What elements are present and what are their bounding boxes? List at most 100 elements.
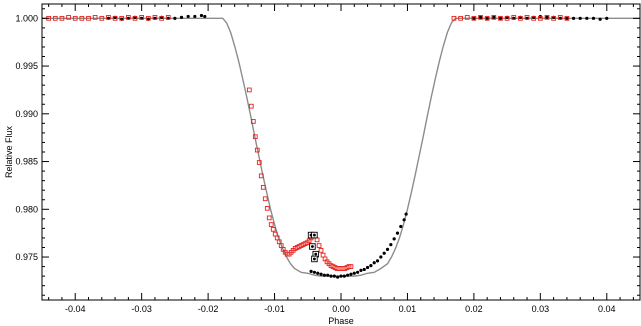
- data-point-red: [544, 15, 550, 20]
- data-point-black: [402, 218, 406, 222]
- data-point-red: [557, 15, 563, 20]
- data-point-red: [451, 15, 457, 21]
- y-tick-label: 1.000: [15, 13, 38, 23]
- data-point-black: [356, 270, 360, 274]
- data-point-black: [352, 271, 356, 275]
- data-point-boxed: [311, 255, 318, 263]
- x-tick-label: -0.02: [198, 304, 219, 314]
- model-curve: [42, 17, 640, 277]
- data-point-red: [518, 15, 523, 21]
- data-point-red: [537, 15, 543, 21]
- data-point-red: [498, 15, 503, 21]
- data-point-red: [79, 15, 85, 21]
- data-point-black: [186, 14, 190, 19]
- data-point-red: [531, 15, 537, 21]
- data-point-black: [309, 269, 313, 273]
- x-tick-label: -0.04: [65, 304, 86, 314]
- plot-layer: [42, 13, 640, 279]
- data-point-red: [511, 15, 517, 20]
- data-point-red: [139, 15, 145, 20]
- data-point-black: [346, 273, 350, 277]
- data-point-red: [59, 15, 65, 21]
- data-point-red: [92, 15, 98, 20]
- data-point-boxed: [311, 231, 318, 239]
- data-point-black: [492, 15, 496, 19]
- data-point-red: [145, 15, 151, 21]
- data-point-black: [478, 15, 483, 19]
- data-point-black: [605, 16, 609, 20]
- data-point-black: [545, 15, 549, 19]
- data-point-black: [598, 17, 602, 21]
- y-tick-label: 0.995: [15, 61, 38, 71]
- data-point-red: [126, 15, 131, 20]
- data-point-red: [260, 184, 266, 190]
- y-tick-label: 0.980: [15, 204, 38, 214]
- data-point-red: [72, 15, 78, 21]
- data-point-red: [314, 237, 320, 243]
- data-point-red: [564, 15, 570, 21]
- data-point-red: [316, 243, 322, 248]
- x-axis-title: Phase: [328, 316, 354, 326]
- marker-dot: [311, 245, 314, 248]
- data-point-red: [484, 15, 490, 21]
- data-point-black: [565, 16, 569, 20]
- data-point-black: [392, 237, 396, 241]
- data-point-red: [471, 15, 477, 21]
- data-point-black: [316, 271, 320, 275]
- data-point-black: [591, 16, 596, 20]
- x-tick-label: 0.04: [598, 304, 616, 314]
- data-point-black: [404, 212, 408, 216]
- data-point-red: [458, 15, 463, 21]
- data-point-red: [86, 15, 91, 21]
- data-point-black: [203, 14, 207, 19]
- data-point-red: [268, 222, 274, 227]
- data-point-red: [112, 15, 118, 21]
- data-point-black: [369, 264, 373, 268]
- data-point-red: [551, 15, 556, 21]
- axes-layer: -0.04 -0.03 -0.02 -0.01 0.00 0.01 0.02 0.03 0.04…: [15, 4, 640, 314]
- data-point-black: [379, 255, 383, 259]
- data-point-red: [106, 15, 111, 20]
- y-tick-label: 0.985: [15, 157, 38, 167]
- data-point-black: [179, 15, 184, 19]
- y-axis-title: Relative Flux: [4, 125, 14, 178]
- data-point-red: [320, 252, 326, 258]
- data-point-black: [329, 274, 333, 278]
- data-point-black: [312, 270, 317, 274]
- data-point-red: [252, 134, 258, 140]
- data-point-black: [365, 265, 370, 270]
- data-point-black: [322, 273, 326, 277]
- data-point-black: [193, 14, 197, 19]
- data-point-red: [264, 205, 270, 211]
- data-point-red: [152, 15, 158, 20]
- data-point-red: [248, 103, 254, 109]
- plot-frame: [41, 3, 641, 301]
- y-tick-label: 0.990: [15, 109, 38, 119]
- data-point-black: [472, 16, 476, 20]
- x-tick-label: 0.01: [399, 304, 417, 314]
- y-tick-label: 0.975: [15, 252, 38, 262]
- x-tick-label: 0.03: [532, 304, 550, 314]
- data-point-black: [199, 13, 204, 18]
- data-point-red: [270, 226, 276, 232]
- data-point-black: [498, 16, 503, 20]
- data-point-boxed: [309, 243, 316, 250]
- data-point-red: [66, 15, 71, 20]
- data-point-black: [332, 274, 336, 278]
- data-point-black: [336, 275, 340, 279]
- data-point-red: [266, 215, 272, 221]
- data-point-red: [318, 247, 324, 253]
- data-point-red: [250, 119, 256, 124]
- data-point-black: [585, 16, 589, 20]
- data-point-black: [372, 261, 376, 265]
- data-point-black: [173, 16, 177, 20]
- x-tick-label: 0.00: [332, 304, 350, 314]
- data-point-black: [395, 231, 400, 235]
- data-point-black: [359, 268, 363, 272]
- data-point-red: [258, 173, 264, 179]
- data-point-red: [119, 15, 125, 21]
- x-tick-label: 0.02: [465, 304, 483, 314]
- data-point-red: [99, 15, 105, 21]
- data-point-black: [578, 16, 582, 20]
